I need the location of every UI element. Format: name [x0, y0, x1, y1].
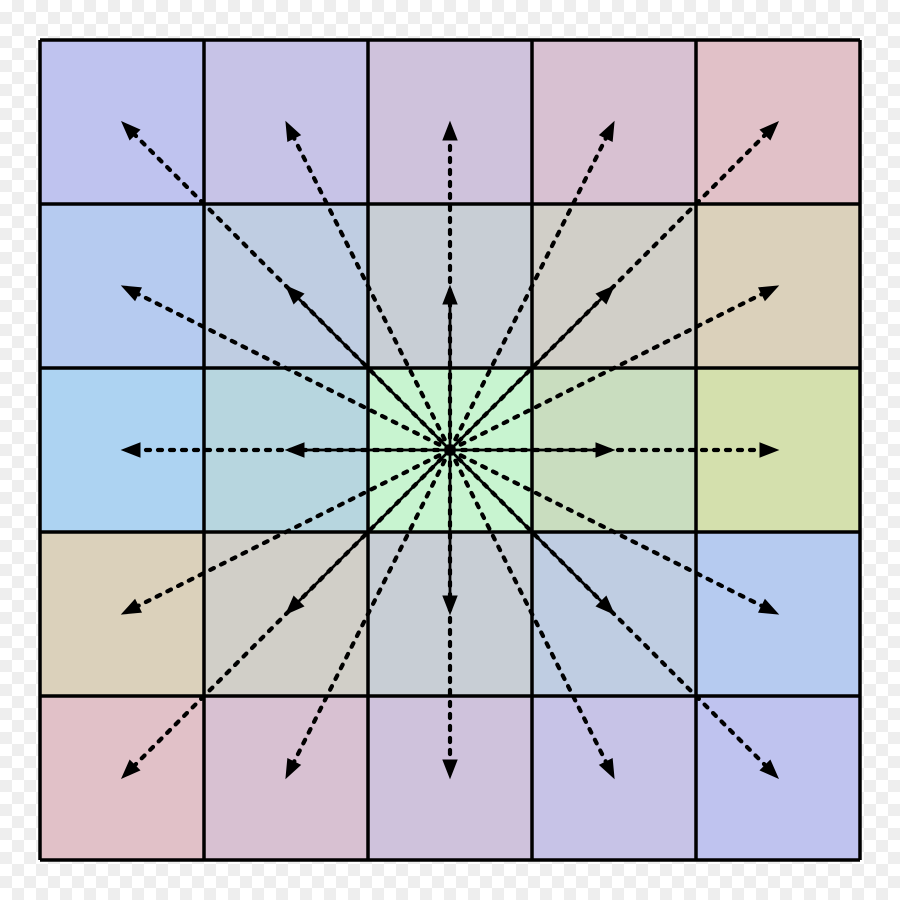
center-dot — [445, 445, 455, 455]
canvas-background — [0, 0, 900, 900]
diagram-svg — [0, 0, 900, 900]
